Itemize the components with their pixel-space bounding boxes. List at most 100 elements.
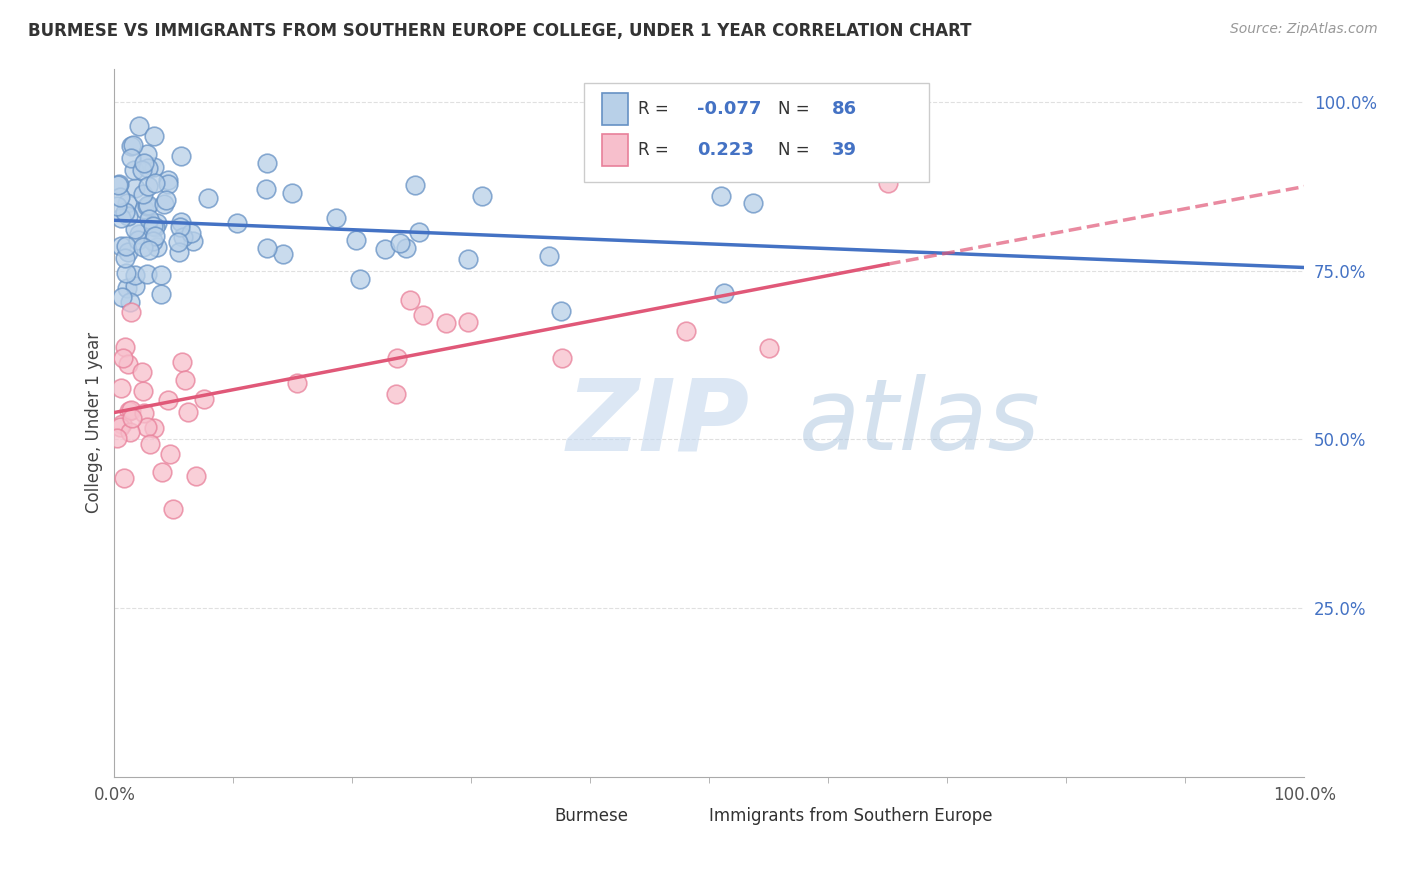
Point [256, 156, 278, 170]
Point [325, 211, 347, 226]
Point [349, 272, 371, 286]
Point [596, 155, 619, 169]
Point [110, 381, 132, 395]
Point [141, 219, 163, 234]
Point [226, 216, 249, 230]
Point [131, 162, 153, 177]
Point [143, 229, 166, 244]
Point [167, 235, 190, 249]
Point [117, 357, 139, 371]
Point [157, 173, 180, 187]
Point [114, 341, 136, 355]
Point [131, 240, 153, 254]
Point [876, 176, 898, 190]
Point [136, 161, 159, 175]
Point [169, 149, 191, 163]
Point [675, 325, 697, 339]
Point [142, 129, 165, 144]
Point [143, 177, 166, 191]
Text: Burmese: Burmese [554, 806, 628, 824]
Point [143, 160, 166, 174]
Point [173, 373, 195, 387]
Text: Source: ZipAtlas.com: Source: ZipAtlas.com [1230, 22, 1378, 37]
Point [111, 290, 134, 304]
Point [136, 199, 159, 213]
Point [124, 279, 146, 293]
Point [374, 242, 396, 256]
Point [193, 392, 215, 407]
Point [107, 177, 129, 191]
Point [404, 178, 426, 193]
Text: -0.077: -0.077 [697, 100, 762, 118]
Point [197, 191, 219, 205]
Point [105, 431, 128, 445]
Point [120, 139, 142, 153]
Point [149, 287, 172, 301]
Text: N =: N = [779, 100, 815, 118]
Point [169, 220, 191, 235]
Point [157, 177, 180, 191]
Point [177, 405, 200, 419]
Point [110, 239, 132, 253]
Point [142, 235, 165, 249]
Point [111, 417, 134, 432]
Point [143, 220, 166, 235]
Point [110, 190, 132, 204]
Point [389, 235, 412, 250]
Point [121, 402, 143, 417]
Point [146, 216, 169, 230]
Bar [602, 93, 628, 125]
Point [457, 252, 479, 266]
Point [408, 225, 430, 239]
Point [150, 465, 173, 479]
Point [136, 178, 159, 193]
Point [122, 162, 145, 177]
Point [120, 294, 142, 309]
Point [118, 403, 141, 417]
Point [281, 186, 304, 200]
Point [120, 152, 142, 166]
Point [131, 365, 153, 379]
Point [254, 181, 277, 195]
Text: R =: R = [638, 100, 673, 118]
Point [271, 247, 294, 261]
Point [127, 233, 149, 247]
Text: 39: 39 [832, 141, 856, 159]
Y-axis label: College, Under 1 year: College, Under 1 year [86, 332, 103, 513]
Point [170, 215, 193, 229]
Point [138, 244, 160, 258]
Point [172, 229, 194, 244]
Point [395, 241, 418, 255]
Point [124, 222, 146, 236]
Point [150, 268, 173, 282]
Point [136, 267, 159, 281]
Point [108, 419, 131, 434]
Point [122, 138, 145, 153]
Point [121, 411, 143, 425]
Point [118, 425, 141, 439]
Point [184, 468, 207, 483]
Point [136, 198, 159, 212]
Point [136, 147, 159, 161]
Point [134, 202, 156, 216]
Point [162, 502, 184, 516]
Point [434, 316, 457, 330]
Point [145, 240, 167, 254]
Point [105, 199, 128, 213]
Point [117, 245, 139, 260]
Point [107, 178, 129, 192]
Point [114, 205, 136, 219]
Point [156, 392, 179, 407]
Bar [519, 803, 546, 829]
Point [132, 384, 155, 399]
FancyBboxPatch shape [585, 83, 929, 182]
Point [115, 239, 138, 253]
Point [120, 305, 142, 319]
Point [385, 351, 408, 365]
Bar [602, 134, 628, 166]
Text: ZIP: ZIP [567, 374, 749, 471]
Point [471, 189, 494, 203]
Text: 0.223: 0.223 [697, 141, 754, 159]
Point [758, 341, 780, 355]
Text: Immigrants from Southern Europe: Immigrants from Southern Europe [709, 806, 993, 824]
